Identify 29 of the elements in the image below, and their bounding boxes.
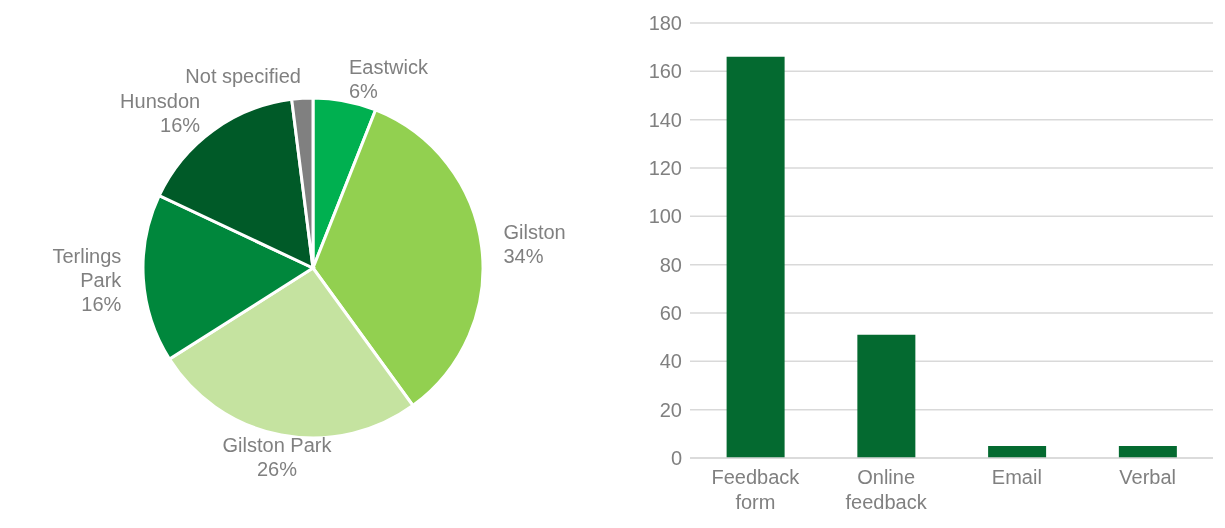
data-label: 34% (503, 244, 544, 267)
slice-label: Terlings Park (52, 245, 123, 292)
y-tick-label: 100 (648, 205, 682, 228)
bar (726, 56, 785, 458)
y-tick-label: 160 (648, 60, 682, 83)
x-tick-label: Email (991, 466, 1042, 488)
data-label: 16% (160, 113, 201, 136)
y-tick-label: 140 (648, 108, 682, 131)
y-tick-label: 40 (659, 350, 682, 373)
data-label: 6% (348, 80, 379, 103)
y-tick-label: 180 (648, 12, 682, 35)
slice-label: Gilston Park (222, 433, 333, 456)
bar (857, 334, 916, 458)
bar (988, 445, 1047, 458)
x-tick-label: Feedback form (711, 466, 801, 513)
y-tick-label: 20 (659, 398, 682, 421)
data-label: 16% (81, 293, 122, 316)
slice-label: Eastwick (348, 56, 429, 79)
slice-label: Gilston (503, 220, 566, 243)
x-tick-label: Online feedback (845, 466, 928, 513)
bar (1118, 445, 1177, 458)
y-tick-label: 60 (659, 302, 682, 325)
y-tick-label: 80 (659, 253, 682, 276)
y-tick-label: 0 (670, 447, 682, 470)
slice-label: Not specified (185, 65, 301, 88)
y-tick-label: 120 (648, 157, 682, 180)
x-tick-label: Verbal (1119, 466, 1176, 488)
data-label: 26% (257, 457, 298, 480)
slice-label: Hunsdon (120, 89, 201, 112)
